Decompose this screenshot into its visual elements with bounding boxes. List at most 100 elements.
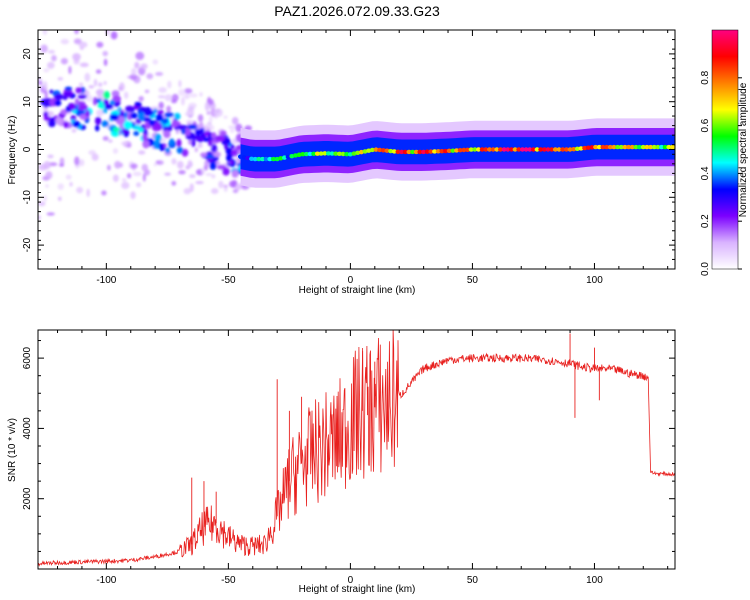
colorbar-tick-label: 0.6 bbox=[700, 118, 711, 132]
spectrogram-noise-blob bbox=[79, 46, 84, 50]
spectrogram-band-cell bbox=[391, 149, 397, 154]
spectrogram-band-cell bbox=[523, 147, 529, 152]
spectrogram-noise-blob bbox=[121, 181, 130, 190]
spectrogram-ridge-blob bbox=[214, 135, 225, 142]
spectrogram-ridge-blob bbox=[162, 117, 169, 125]
spectrogram-noise-blob bbox=[60, 57, 68, 65]
spectrogram-noise-blob bbox=[79, 159, 85, 167]
snr-x-tick-label: -50 bbox=[221, 575, 236, 586]
spectrogram-x-tick-label: -100 bbox=[96, 275, 116, 286]
colorbar-tick-label: 0.4 bbox=[700, 166, 711, 180]
colorbar-gradient bbox=[711, 29, 739, 270]
spectrogram-ridge-blob bbox=[138, 127, 144, 133]
snr-x-tick-label: 100 bbox=[586, 575, 603, 586]
spectrogram-band-cell bbox=[600, 144, 606, 150]
spectrogram-ridge-blob bbox=[155, 113, 164, 122]
spectrogram-band-cell bbox=[571, 146, 577, 152]
spectrogram-noise-blob bbox=[98, 82, 103, 87]
spectrogram-noise-blob bbox=[84, 72, 91, 82]
snr-y-tick-label: 4000 bbox=[22, 417, 33, 440]
spectrogram-noise-blob bbox=[231, 117, 239, 125]
spectrogram-ridge-blob bbox=[72, 120, 81, 128]
spectrogram-y-tick-label: -20 bbox=[22, 237, 33, 252]
spectrogram-band-cell bbox=[618, 144, 624, 150]
spectrogram-band-cell bbox=[373, 147, 379, 152]
spectrogram-band-cell bbox=[490, 147, 496, 152]
spectrogram-ridge-blob bbox=[230, 144, 235, 150]
spectrogram-ridge-blob bbox=[49, 117, 55, 124]
spectrogram-noise-blob bbox=[166, 105, 172, 113]
snr-ticks: -100 -50 0 50 100 2000 4000 6000 bbox=[22, 330, 675, 586]
spectrogram-noise-blob bbox=[76, 186, 84, 194]
spectrogram-marks bbox=[36, 8, 675, 220]
spectrogram-noise-blob bbox=[164, 94, 173, 102]
spectrogram-band-cell bbox=[476, 147, 482, 152]
spectrogram-band-cell bbox=[615, 144, 621, 150]
spectrogram-ridge-blob bbox=[231, 169, 239, 178]
spectrogram-band-cell bbox=[596, 144, 602, 150]
spectrogram-ridge-blob bbox=[157, 109, 164, 115]
spectrogram-ridge-blob bbox=[235, 133, 243, 143]
spectrogram-noise-blob bbox=[71, 128, 77, 133]
spectrogram-band-cell bbox=[432, 149, 438, 154]
spectrogram-noise-blob bbox=[44, 90, 48, 100]
spectrogram-noise-blob bbox=[189, 174, 196, 179]
spectrogram-noise-blob bbox=[132, 171, 142, 177]
spectrogram-band-cell bbox=[545, 147, 551, 152]
spectrogram-band-cell bbox=[516, 147, 522, 152]
spectrogram-band-cell bbox=[644, 144, 650, 150]
spectrogram-band-cell bbox=[410, 149, 416, 155]
snr-frame bbox=[37, 329, 676, 570]
spectrogram-ridge-blob bbox=[109, 114, 119, 121]
spectrogram-ridge-blob bbox=[123, 112, 129, 118]
spectrogram-ridge-blob bbox=[163, 130, 171, 139]
spectrogram-noise-blob bbox=[38, 215, 41, 220]
spectrogram-noise-blob bbox=[235, 183, 242, 191]
spectrogram-ridge-blob bbox=[226, 153, 232, 162]
spectrogram-noise-blob bbox=[138, 95, 144, 102]
spectrogram-ridge-blob bbox=[112, 95, 122, 103]
snr-x-tick-label: 50 bbox=[467, 575, 479, 586]
spectrogram-noise-blob bbox=[152, 59, 159, 65]
spectrogram-band-cell bbox=[648, 144, 654, 150]
spectrogram-noise-blob bbox=[189, 183, 194, 193]
spectrogram-noise-blob bbox=[123, 91, 129, 99]
spectrogram-band-cell bbox=[512, 147, 518, 152]
spectrogram-noise-blob bbox=[36, 8, 40, 15]
spectrogram-ridge-blob bbox=[94, 116, 102, 125]
spectrogram-noise-blob bbox=[74, 30, 79, 35]
snr-series-line bbox=[38, 330, 675, 567]
spectrogram-ridge-blob bbox=[110, 131, 116, 136]
spectrogram-ridge-blob bbox=[92, 97, 98, 106]
spectrogram-band-cell bbox=[607, 144, 613, 150]
spectrogram-band-cell bbox=[560, 147, 566, 152]
spectrogram-x-tick-label: 100 bbox=[586, 275, 603, 286]
spectrogram-band-cell bbox=[428, 149, 434, 154]
spectrogram-noise-blob bbox=[107, 139, 113, 143]
spectrogram-noise-blob bbox=[96, 109, 104, 117]
spectrogram-noise-blob bbox=[134, 61, 140, 69]
spectrogram-band-cell bbox=[501, 147, 507, 152]
spectrogram-noise-blob bbox=[150, 106, 160, 111]
spectrogram-band-cell bbox=[541, 147, 547, 152]
spectrogram-ylabel: Frequency (Hz) bbox=[7, 116, 18, 185]
spectrogram-noise-blob bbox=[178, 79, 182, 88]
spectrogram-noise-blob bbox=[40, 44, 48, 53]
spectrogram-band-cell bbox=[413, 149, 419, 155]
spectrogram-band-cell bbox=[395, 149, 401, 154]
spectrogram-ridge-blob bbox=[94, 124, 100, 132]
spectrogram-noise-blob bbox=[158, 87, 167, 93]
spectrogram-noise-blob bbox=[140, 63, 148, 70]
spectrogram-band-cell bbox=[329, 151, 335, 156]
spectrogram-band-cell bbox=[479, 147, 485, 152]
spectrogram-band-cell bbox=[604, 144, 610, 150]
spectrogram-noise-blob bbox=[42, 30, 48, 35]
spectrogram-noise-blob bbox=[93, 78, 98, 87]
spectrogram-ridge-blob bbox=[196, 128, 201, 137]
spectrogram-band-cell bbox=[487, 147, 493, 152]
spectrogram-band-cell bbox=[307, 151, 313, 157]
spectrogram-band-cell bbox=[578, 146, 584, 151]
spectrogram-ridge-blob bbox=[211, 144, 218, 153]
spectrogram-band-halo bbox=[240, 134, 675, 172]
